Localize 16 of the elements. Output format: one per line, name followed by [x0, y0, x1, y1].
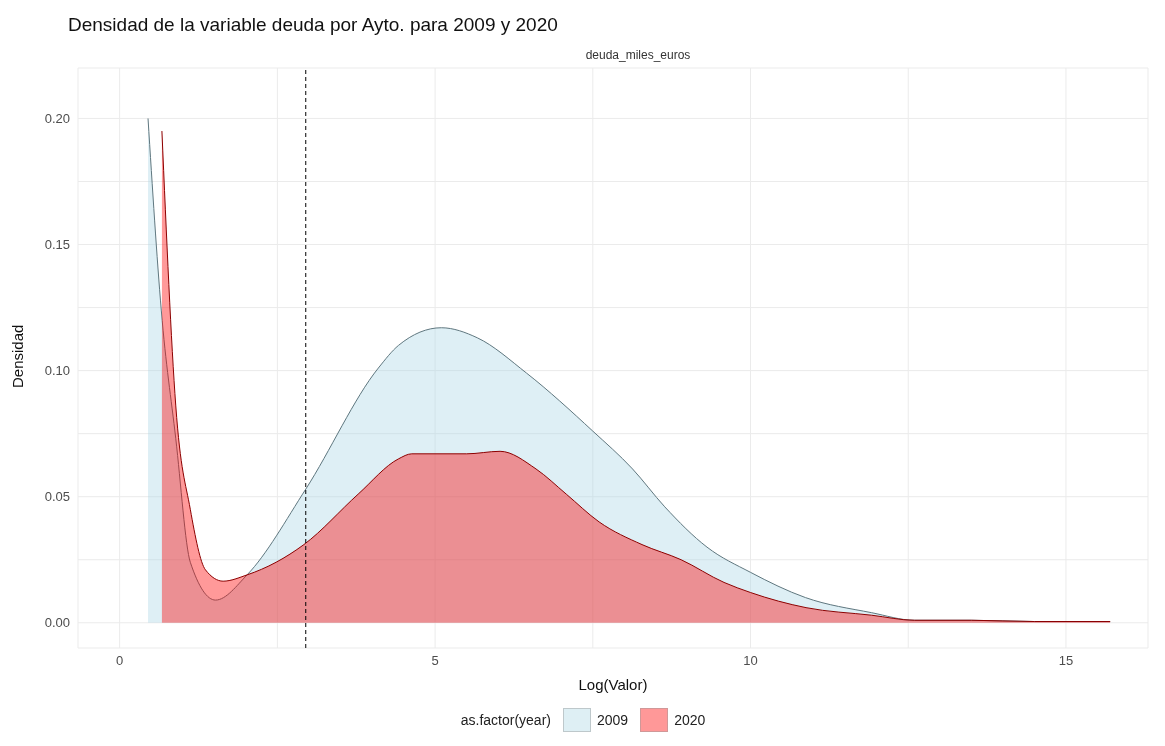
legend-label: 2020: [674, 712, 706, 728]
y-tick-label: 0.05: [44, 489, 70, 505]
chart-subtitle: deuda_miles_euros: [584, 48, 692, 62]
y-tick-label: 0.20: [44, 111, 70, 127]
x-tick-label: 0: [116, 653, 124, 669]
legend-label: 2009: [596, 712, 629, 728]
x-axis-title: Log(Valor): [578, 676, 648, 693]
legend-title: as.factor(year): [460, 712, 551, 728]
y-tick-label: 0.00: [44, 615, 70, 631]
x-tick-label: 15: [1058, 653, 1074, 669]
x-tick-label: 5: [431, 653, 439, 669]
chart-title: Densidad de la variable deuda por Ayto. para 2009 y 2020: [67, 13, 559, 36]
x-tick-label: 10: [743, 653, 758, 669]
y-tick-label: 0.10: [44, 363, 70, 379]
y-tick-label: 0.15: [44, 237, 70, 253]
y-axis-title: Densidad: [9, 324, 27, 388]
